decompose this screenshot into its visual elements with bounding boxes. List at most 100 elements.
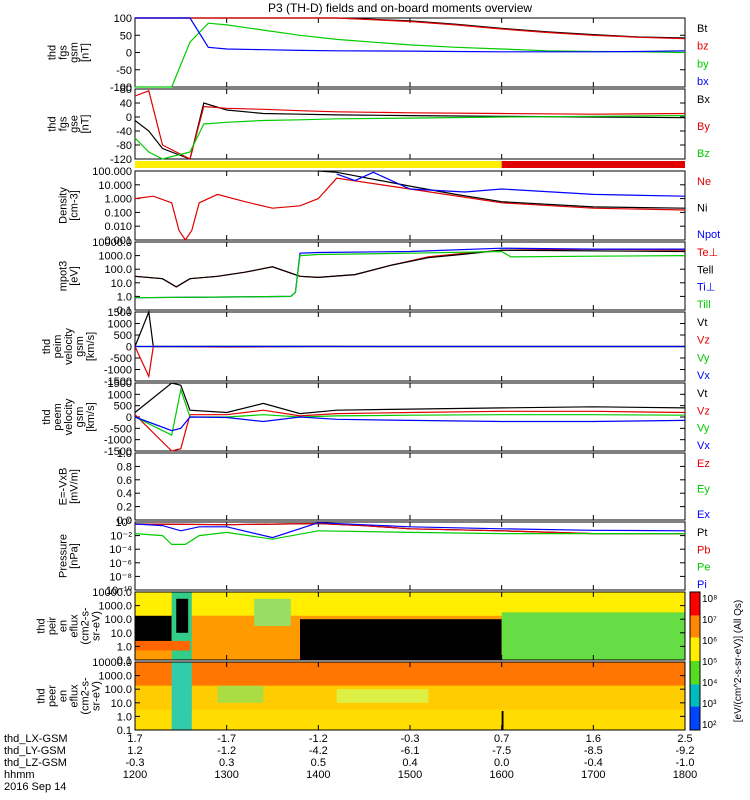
x-tick-label: -0.4	[584, 757, 603, 769]
density-legend-Npot: Npot	[697, 229, 720, 241]
density-ytick-label: 0.001	[104, 235, 132, 247]
x-tick-label: 1600	[489, 769, 513, 781]
density-ylabel-line: [cm-3]	[69, 190, 81, 221]
peim-ylabel-line: velocity	[63, 328, 75, 365]
efield-legend-Ez: Ez	[697, 458, 710, 470]
pressure-ylabel-line: Pressure	[58, 534, 70, 578]
x-tick-label: 1.2	[127, 745, 142, 757]
colorbar-frame	[689, 591, 701, 731]
density-series-Ni	[318, 170, 686, 209]
pressure-legend-Pi: Pi	[697, 579, 707, 591]
colorbar-segment-3	[690, 661, 700, 685]
fgs2-ytick-label: -120	[110, 154, 132, 166]
fgs-ylabel-line: gsm	[69, 42, 81, 63]
x-tick-label: 0.0	[494, 757, 509, 769]
peim-series-Vz	[134, 345, 685, 379]
figure-title: P3 (TH-D) fields and on-board moments ov…	[268, 1, 532, 15]
fgs-legend-bx: bx	[697, 76, 709, 88]
peer-ylabel-line: eflux	[69, 684, 81, 708]
colorbar-segment-1	[690, 615, 700, 638]
peir-ylabel-line: eflux	[69, 614, 81, 638]
colorbar-segment-4	[690, 684, 700, 707]
fgs2-ytick-label: -80	[116, 140, 132, 152]
density-ytick-label: 0.100	[104, 207, 132, 219]
efield-frame	[134, 452, 686, 521]
peer-band-cyan-column	[171, 662, 192, 730]
peir-ylabel-line: peir	[47, 616, 59, 635]
density-ytick-label: 1.000	[104, 194, 132, 206]
peim-ytick-label: -1500	[104, 376, 132, 388]
fgs-ytick-label: -100	[110, 82, 132, 94]
pressure-legend-Pe: Pe	[697, 562, 710, 574]
peer-ytick-label: 1000.0	[98, 671, 132, 683]
colorbar-tick-label: 10⁷	[702, 615, 717, 626]
peer-band-green-patch	[217, 685, 264, 703]
fgs-legend-bz: bz	[697, 41, 709, 53]
x-tick-label: -6.1	[401, 745, 420, 757]
x-row-label: 2016 Sep 14	[4, 781, 66, 793]
x-tick-label: -0.3	[401, 733, 420, 745]
temperature-series-Ti||	[134, 250, 686, 299]
fgs-frame	[134, 17, 686, 88]
pressure-legend-Pb: Pb	[697, 544, 710, 556]
fgs-series-by	[135, 22, 686, 88]
fgs2-legend-By: By	[697, 121, 710, 133]
peir-band-green-spot	[254, 598, 291, 626]
peem-ylabel-line: velocity	[63, 398, 75, 435]
fgs-ytick-label: 0	[126, 48, 132, 60]
colorbar-tick-label: 10⁸	[702, 594, 717, 605]
fgs2-ylabel-line: thd	[47, 116, 59, 131]
density-ytick-label: 100.000	[92, 166, 132, 178]
peir-ytick-label: 100.0	[104, 614, 132, 626]
efield-legend-Ex: Ex	[697, 509, 710, 521]
panel-efield: 1.00.8 0.60.4 0.20.0 E=-VxB [mV/m] Ez Ey Ex	[58, 448, 711, 527]
temperature-ytick-label: 0.1	[117, 305, 132, 317]
colorbar-segment-0	[690, 592, 700, 616]
peim-ytick-label: -1000	[104, 365, 132, 377]
peir-band-low-black-1	[135, 615, 172, 641]
peim-ytick-label: 500	[114, 330, 132, 342]
peim-ytick-label: 0	[126, 342, 132, 354]
peer-ylabel-line: peer	[47, 685, 59, 707]
fgs-series-bz	[135, 17, 686, 40]
colorbar-tick-label: 10²	[702, 720, 717, 731]
peer-ylabel-line: en	[58, 690, 70, 702]
efield-ytick-label: 0.4	[117, 488, 132, 500]
density-ylabel-line: Density	[58, 187, 70, 224]
x-tick-label: 1.7	[127, 733, 142, 745]
pressure-ytick-label: 10⁻⁶	[109, 558, 132, 570]
peem-ytick-label: -1000	[104, 435, 132, 447]
temperature-ylabel-line: [eV]	[69, 266, 81, 286]
density-series-Npot	[336, 171, 686, 197]
x-tick-label: 1300	[214, 769, 238, 781]
peir-ylabel-line: thd	[36, 618, 48, 633]
fgs2-ytick-label: -40	[116, 126, 132, 138]
peim-legend-Vz: Vz	[697, 335, 710, 347]
fgs-ytick-label: -50	[116, 65, 132, 77]
peir-ytick-label: 1000.0	[98, 601, 132, 613]
efield-legend-Ey: Ey	[697, 484, 710, 496]
peim-ylabel-line: gsm	[74, 336, 86, 357]
x-row-label: hhmm	[4, 769, 35, 781]
pressure-ytick-label: 10⁻²	[110, 531, 132, 543]
temperature-ylabel-line: mpot3	[58, 261, 70, 292]
x-tick-label: 0.4	[402, 757, 417, 769]
peir-band-dark-column	[176, 598, 189, 633]
peir-ylabel-line: en	[58, 620, 70, 632]
peim-legend-Vx: Vx	[697, 370, 710, 382]
x-row-label: thd_LZ-GSM	[4, 757, 67, 769]
peer-ylabel-line: (cm2-s-	[80, 677, 92, 715]
fgs2-ylabel-line: fgs	[58, 116, 70, 131]
colorbar-tick-label: 10³	[702, 699, 717, 710]
peem-series-Vy	[134, 387, 686, 436]
temperature-legend-Ti⊥: Ti⊥	[697, 282, 715, 294]
fgs2-legend-Bx: Bx	[697, 94, 710, 106]
colorbar-tick-label: 10⁴	[702, 678, 717, 689]
